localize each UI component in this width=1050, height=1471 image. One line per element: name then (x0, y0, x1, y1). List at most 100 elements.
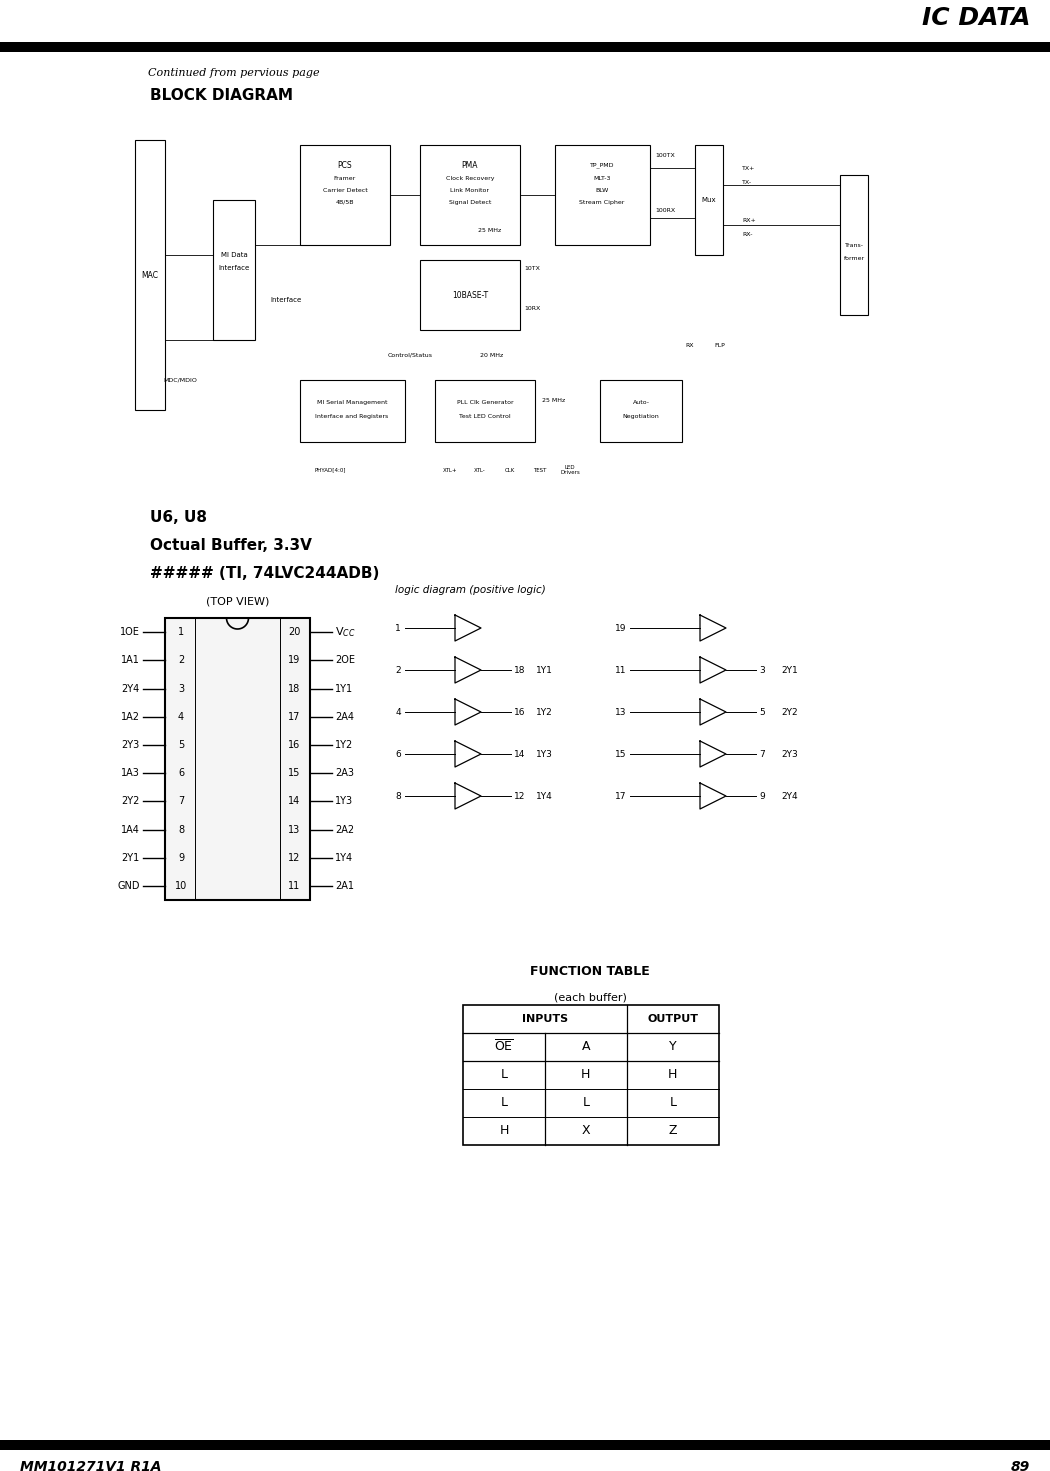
Text: 20 MHz: 20 MHz (480, 353, 503, 357)
Text: 6: 6 (177, 768, 184, 778)
Text: Clock Recovery: Clock Recovery (446, 175, 495, 181)
Text: 2Y4: 2Y4 (122, 684, 140, 693)
Text: TP_PMD: TP_PMD (590, 162, 614, 168)
Text: 1Y1: 1Y1 (335, 684, 353, 693)
Text: MLT-3: MLT-3 (593, 175, 611, 181)
Text: 16: 16 (288, 740, 300, 750)
Bar (695, 146, 723, 254)
Text: 15: 15 (288, 768, 300, 778)
Text: 2OE: 2OE (335, 655, 355, 665)
Text: L: L (501, 1068, 507, 1081)
Text: H: H (668, 1068, 677, 1081)
Text: $\overline{\mathrm{OE}}$: $\overline{\mathrm{OE}}$ (495, 1040, 513, 1055)
Text: 2Y3: 2Y3 (122, 740, 140, 750)
Text: PCS: PCS (338, 160, 353, 169)
Text: FUNCTION TABLE: FUNCTION TABLE (530, 965, 650, 978)
Text: Signal Detect: Signal Detect (448, 200, 491, 204)
Text: (TOP VIEW): (TOP VIEW) (206, 596, 269, 606)
Text: 5: 5 (759, 708, 764, 716)
Bar (420, 260, 520, 330)
Text: 1Y2: 1Y2 (536, 708, 552, 716)
Text: (each buffer): (each buffer) (553, 991, 627, 1002)
Bar (213, 200, 255, 340)
Text: 2A3: 2A3 (335, 768, 354, 778)
Text: TEST: TEST (533, 468, 547, 472)
Text: 3: 3 (759, 665, 764, 675)
Text: 1A2: 1A2 (121, 712, 140, 722)
Text: 10BASE-T: 10BASE-T (452, 290, 488, 300)
Text: Interface: Interface (218, 265, 250, 271)
Text: BLOCK DIAGRAM: BLOCK DIAGRAM (150, 88, 293, 103)
Text: L: L (583, 1096, 589, 1109)
Text: 1Y3: 1Y3 (536, 750, 553, 759)
Text: 25 MHz: 25 MHz (479, 228, 502, 232)
Bar (135, 140, 165, 410)
Text: 1Y4: 1Y4 (335, 853, 353, 862)
Text: IC DATA: IC DATA (922, 6, 1030, 29)
Text: X: X (582, 1124, 590, 1137)
Text: 13: 13 (288, 825, 300, 834)
Text: RX: RX (686, 343, 694, 347)
Text: Y: Y (669, 1040, 677, 1053)
Text: Z: Z (669, 1124, 677, 1137)
Text: MM101271V1 R1A: MM101271V1 R1A (20, 1461, 162, 1471)
Text: 7: 7 (177, 796, 184, 806)
Text: 12: 12 (288, 853, 300, 862)
Text: Mux: Mux (701, 197, 716, 203)
Text: 2Y1: 2Y1 (781, 665, 798, 675)
Text: 15: 15 (614, 750, 626, 759)
Text: PLL Clk Generator: PLL Clk Generator (457, 400, 513, 405)
Text: 16: 16 (514, 708, 525, 716)
Bar (555, 146, 650, 246)
Text: 18: 18 (514, 665, 525, 675)
Text: Interface and Registers: Interface and Registers (315, 413, 388, 419)
Text: former: former (843, 256, 864, 260)
Text: RX+: RX+ (742, 218, 756, 222)
Text: MAC: MAC (142, 271, 159, 279)
Text: 4: 4 (177, 712, 184, 722)
Text: 9: 9 (177, 853, 184, 862)
Bar (600, 380, 682, 441)
Text: U6, U8: U6, U8 (150, 510, 207, 525)
Text: Negotiation: Negotiation (623, 413, 659, 419)
Text: MI Serial Management: MI Serial Management (317, 400, 387, 405)
Text: 1Y4: 1Y4 (536, 791, 552, 800)
Text: Stream Cipher: Stream Cipher (580, 200, 625, 204)
Text: CLK: CLK (505, 468, 516, 472)
Text: 1Y3: 1Y3 (335, 796, 353, 806)
Text: Octual Buffer, 3.3V: Octual Buffer, 3.3V (150, 538, 312, 553)
Text: 4B/5B: 4B/5B (336, 200, 354, 204)
Text: 13: 13 (614, 708, 626, 716)
Text: 2Y3: 2Y3 (781, 750, 798, 759)
Text: 12: 12 (514, 791, 525, 800)
Text: XTL+: XTL+ (443, 468, 458, 472)
Text: 20: 20 (288, 627, 300, 637)
Text: Carrier Detect: Carrier Detect (322, 187, 368, 193)
Text: GND: GND (118, 881, 140, 891)
Text: 89: 89 (1011, 1461, 1030, 1471)
Text: 14: 14 (288, 796, 300, 806)
Text: 14: 14 (514, 750, 525, 759)
Text: BLW: BLW (595, 187, 609, 193)
Text: 1A3: 1A3 (121, 768, 140, 778)
Text: 10TX: 10TX (524, 265, 540, 271)
Text: INPUTS: INPUTS (522, 1014, 568, 1024)
Bar (300, 146, 390, 246)
Text: 1: 1 (177, 627, 184, 637)
Text: 2: 2 (177, 655, 184, 665)
Text: H: H (582, 1068, 590, 1081)
Text: 2Y1: 2Y1 (122, 853, 140, 862)
Bar (165, 618, 310, 900)
Text: 1Y2: 1Y2 (335, 740, 353, 750)
Text: 19: 19 (288, 655, 300, 665)
Text: 11: 11 (614, 665, 626, 675)
Text: PHYAD[4:0]: PHYAD[4:0] (314, 468, 345, 472)
Bar (300, 380, 405, 441)
Text: 2A1: 2A1 (335, 881, 354, 891)
Text: 1OE: 1OE (120, 627, 140, 637)
Bar (463, 1005, 719, 1144)
Text: 1A4: 1A4 (121, 825, 140, 834)
Text: 8: 8 (177, 825, 184, 834)
Bar (420, 146, 520, 246)
Text: 17: 17 (614, 791, 626, 800)
